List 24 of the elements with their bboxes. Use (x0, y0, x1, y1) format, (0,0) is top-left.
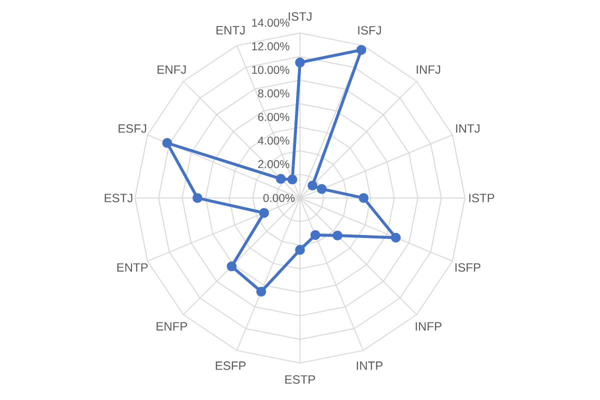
spoke-label: ISFJ (358, 26, 381, 35)
y-tick-label: 10.00% (252, 66, 290, 74)
spoke-label: ENFJ (158, 65, 186, 74)
spoke-label: INFP (416, 322, 442, 330)
y-tick-label: 6.00% (258, 112, 290, 122)
y-tick-label: 12.00% (252, 42, 290, 50)
spoke-label: ESFJ (118, 124, 146, 133)
spoke-label: ENTP (117, 263, 148, 272)
spoke-label: INFJ (416, 65, 440, 74)
y-tick-label: 4.00% (258, 136, 290, 145)
y-tick-label: 2.00% (258, 160, 290, 168)
spoke-label: INTP (356, 362, 382, 370)
y-tick-label: 8.00% (258, 89, 290, 98)
spoke-label: ISTJ (288, 12, 312, 21)
spoke-label: ESFP (216, 361, 246, 370)
spoke-label: ISFP (455, 263, 480, 272)
spoke-label: ESTP (285, 375, 316, 384)
spoke-label: ESTJ (104, 194, 132, 202)
y-tick-label: 14.00% (252, 18, 290, 27)
y-tick-label: 0.00% (263, 194, 295, 202)
spoke-label: ENFP (156, 322, 188, 330)
spoke-label: ENTJ (216, 26, 245, 35)
spoke-label: ISTP (469, 194, 494, 202)
spoke-label: INTJ (456, 124, 480, 133)
